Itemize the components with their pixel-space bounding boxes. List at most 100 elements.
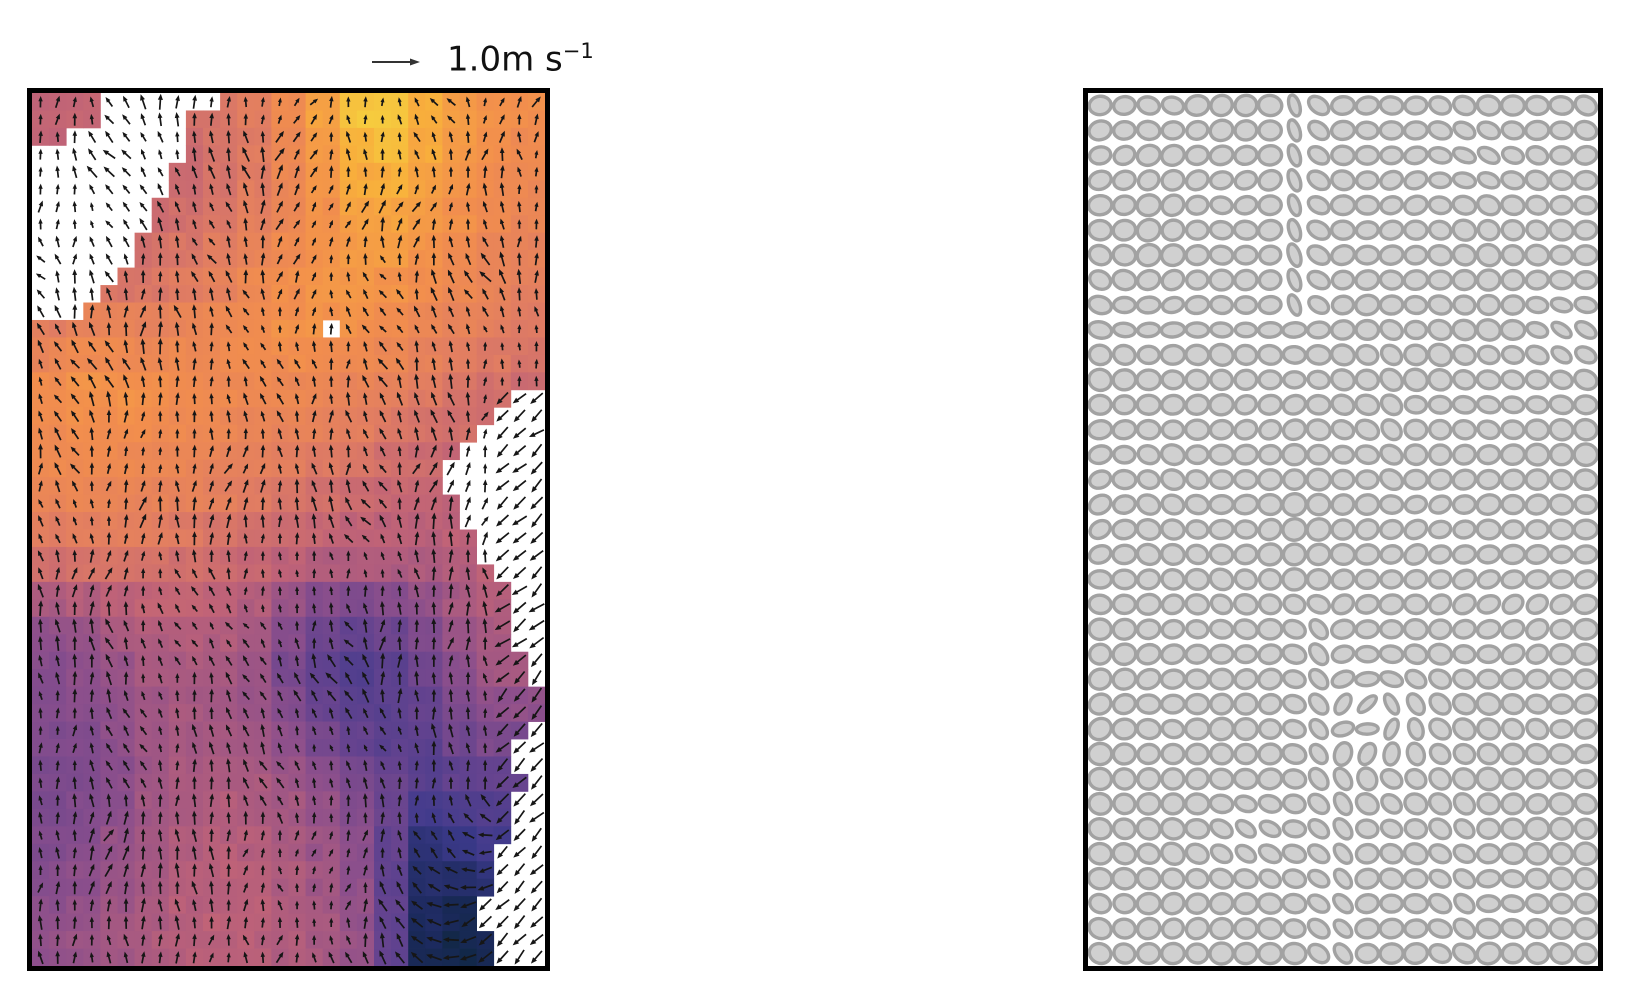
uncertainty-ellipse: [1330, 419, 1356, 441]
uncertainty-ellipse: [1281, 669, 1307, 690]
uncertainty-ellipse: [1451, 268, 1478, 292]
uncertainty-ellipse: [1135, 368, 1163, 392]
uncertainty-ellipse: [1257, 144, 1284, 167]
uncertainty-ellipse: [1403, 818, 1429, 840]
uncertainty-ellipse: [1160, 518, 1186, 541]
uncertainty-ellipse: [1378, 867, 1405, 890]
uncertainty-ellipse: [1159, 243, 1187, 268]
uncertainty-ellipse: [1159, 443, 1187, 467]
uncertainty-ellipse: [1378, 917, 1405, 940]
uncertainty-ellipse: [1112, 942, 1137, 965]
uncertainty-ellipse: [1088, 343, 1113, 367]
uncertainty-ellipse: [1354, 818, 1380, 840]
uncertainty-ellipse: [1476, 544, 1502, 565]
uncertainty-ellipse: [1524, 243, 1551, 267]
uncertainty-ellipse: [1256, 218, 1284, 242]
uncertainty-ellipse: [1330, 618, 1356, 640]
uncertainty-ellipse: [1573, 693, 1598, 715]
uncertainty-ellipse: [1524, 941, 1551, 966]
uncertainty-ellipse: [1427, 294, 1453, 316]
uncertainty-ellipse: [1257, 369, 1283, 391]
uncertainty-ellipse: [1088, 319, 1114, 340]
uncertainty-ellipse: [1160, 468, 1186, 492]
uncertainty-ellipse: [1088, 119, 1113, 142]
uncertainty-ellipse: [1549, 593, 1574, 615]
uncertainty-ellipse: [1451, 418, 1478, 441]
uncertainty-ellipse: [1475, 468, 1502, 491]
uncertainty-ellipse: [1476, 444, 1502, 466]
uncertainty-ellipse: [1088, 493, 1113, 516]
uncertainty-ellipse: [1209, 843, 1234, 865]
uncertainty-ellipse: [1233, 917, 1259, 940]
uncertainty-ellipse: [1111, 692, 1137, 716]
uncertainty-ellipse: [1233, 343, 1259, 367]
uncertainty-ellipse: [1160, 593, 1186, 616]
uncertainty-ellipse: [1307, 667, 1330, 691]
uncertainty-ellipse: [1257, 168, 1283, 192]
uncertainty-ellipse: [1185, 619, 1210, 640]
uncertainty-ellipse: [1500, 493, 1526, 516]
uncertainty-ellipse: [1088, 791, 1113, 816]
uncertainty-ellipse: [1233, 321, 1259, 339]
uncertainty-ellipse: [1378, 644, 1405, 665]
uncertainty-ellipse: [1111, 842, 1138, 866]
uncertainty-ellipse: [1135, 717, 1162, 741]
uncertainty-ellipse: [1500, 742, 1526, 766]
uncertainty-ellipse: [1232, 469, 1259, 491]
uncertainty-ellipse: [1234, 818, 1257, 839]
uncertainty-ellipse: [1257, 443, 1283, 466]
uncertainty-ellipse: [1281, 567, 1308, 592]
uncertainty-ellipse: [1330, 269, 1356, 291]
uncertainty-ellipse: [1354, 269, 1381, 292]
uncertainty-ellipse: [1329, 343, 1357, 367]
uncertainty-ellipse: [1452, 94, 1477, 117]
uncertainty-ellipse: [1281, 892, 1308, 915]
uncertainty-ellipse: [1088, 642, 1113, 666]
uncertainty-ellipse: [1427, 195, 1453, 216]
uncertainty-ellipse: [1403, 95, 1429, 116]
uncertainty-ellipse: [1378, 468, 1405, 492]
uncertainty-ellipse: [1453, 818, 1476, 840]
uncertainty-ellipse: [1500, 717, 1526, 741]
uncertainty-ellipse: [1524, 768, 1550, 790]
uncertainty-ellipse: [1160, 95, 1186, 116]
uncertainty-ellipse: [1136, 842, 1162, 865]
uncertainty-ellipse: [1111, 368, 1138, 392]
uncertainty-ellipse: [1404, 668, 1428, 690]
uncertainty-ellipse: [1524, 693, 1550, 715]
uncertainty-ellipse: [1427, 892, 1453, 915]
uncertainty-ellipse: [1428, 817, 1453, 841]
uncertainty-ellipse: [1403, 868, 1429, 890]
uncertainty-ellipse: [1572, 518, 1598, 541]
uncertainty-ellipse: [1378, 294, 1405, 316]
uncertainty-ellipse: [1135, 542, 1162, 567]
uncertainty-ellipse: [1452, 519, 1477, 540]
uncertainty-ellipse: [1307, 119, 1331, 142]
uncertainty-ellipse: [1088, 569, 1114, 590]
uncertainty-ellipse: [1184, 169, 1210, 192]
uncertainty-ellipse: [1572, 917, 1598, 941]
uncertainty-ellipse: [1330, 669, 1356, 689]
uncertainty-ellipse: [1111, 169, 1137, 192]
uncertainty-ellipse: [1402, 468, 1429, 491]
uncertainty-ellipse: [1111, 494, 1137, 515]
uncertainty-ellipse: [1403, 343, 1429, 367]
uncertainty-ellipse: [1088, 841, 1114, 866]
uncertainty-ellipse: [1136, 469, 1161, 491]
uncertainty-ellipse: [1088, 816, 1114, 841]
uncertainty-ellipse: [1307, 817, 1331, 840]
uncertainty-ellipse: [1354, 543, 1381, 566]
uncertainty-ellipse: [1306, 244, 1332, 266]
uncertainty-ellipse: [1476, 569, 1502, 590]
uncertainty-ellipse: [1233, 393, 1258, 416]
uncertainty-ellipse: [1330, 294, 1356, 316]
uncertainty-ellipse: [1476, 145, 1501, 166]
uncertainty-ellipse: [1403, 792, 1429, 816]
uncertainty-ellipse: [1281, 643, 1308, 665]
uncertainty-ellipse: [1500, 243, 1526, 267]
uncertainty-ellipse: [1330, 493, 1356, 516]
uncertainty-ellipse: [1524, 493, 1551, 516]
uncertainty-ellipse: [1550, 345, 1573, 365]
uncertainty-ellipse: [1573, 866, 1598, 891]
